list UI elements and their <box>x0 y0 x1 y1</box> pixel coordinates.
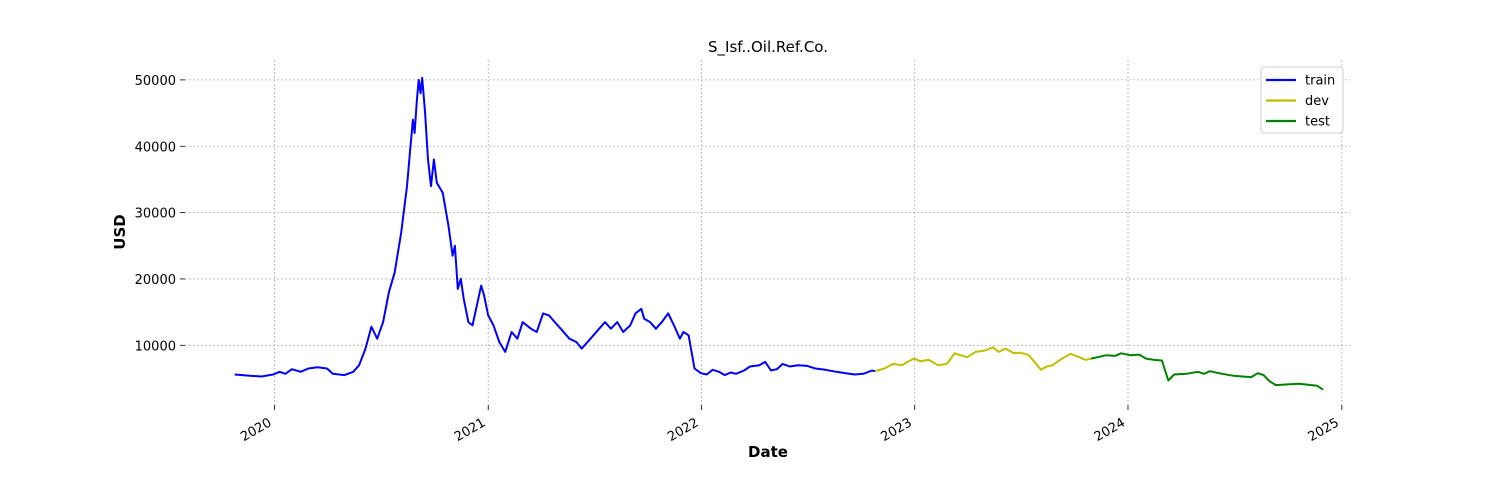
x-axis: 2020 2021 2022 2023 2024 2025 <box>238 405 1343 445</box>
legend-label-train: train <box>1305 74 1335 89</box>
legend: train dev test <box>1260 66 1344 134</box>
y-tick-label: 30000 <box>135 207 176 222</box>
y-tick-label: 20000 <box>135 273 176 288</box>
y-axis: 10000 20000 30000 40000 50000 <box>135 74 185 354</box>
y-tick-label: 50000 <box>135 74 176 89</box>
series-line-test <box>1090 352 1324 391</box>
y-tick-label: 40000 <box>135 140 176 155</box>
series-line-train <box>234 76 876 378</box>
legend-box <box>1260 66 1344 134</box>
series-layer <box>234 76 1324 391</box>
x-tick-label: 2020 <box>238 415 274 445</box>
x-tick-label: 2022 <box>665 415 701 445</box>
grid <box>185 60 1350 405</box>
legend-label-test: test <box>1305 115 1330 130</box>
y-axis-title: USD <box>111 214 129 249</box>
x-axis-title: Date <box>748 443 788 461</box>
x-tick-label: 2025 <box>1306 415 1342 445</box>
x-tick-label: 2023 <box>879 415 915 445</box>
chart-title: S_Isf..Oil.Ref.Co. <box>708 38 828 57</box>
x-tick-label: 2021 <box>452 415 488 445</box>
y-tick-label: 10000 <box>135 339 176 354</box>
legend-label-dev: dev <box>1305 94 1329 109</box>
series-line-dev <box>874 346 1092 373</box>
x-tick-label: 2024 <box>1092 415 1128 445</box>
